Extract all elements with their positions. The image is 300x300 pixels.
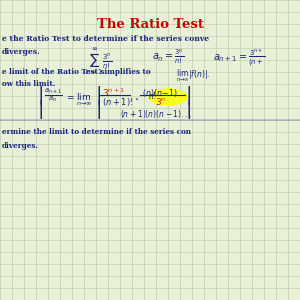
Text: |: |	[96, 86, 103, 105]
Text: |: |	[38, 86, 44, 105]
Text: $\sum_{n=1}^{\infty} \frac{3^n}{n!}$: $\sum_{n=1}^{\infty} \frac{3^n}{n!}$	[85, 47, 112, 78]
Text: $\frac{a_{n+1}}{a_n}$: $\frac{a_{n+1}}{a_n}$	[44, 86, 62, 104]
Text: |: |	[186, 86, 193, 105]
Text: diverges.: diverges.	[2, 142, 39, 150]
Text: |: |	[38, 100, 44, 119]
Text: $3^n$: $3^n$	[155, 96, 166, 107]
Text: $(n+1)(n)(n-1)...$: $(n+1)(n)(n-1)...$	[120, 108, 192, 120]
Text: $a_{n+1} = \frac{3^{n+}}{(n+}$: $a_{n+1} = \frac{3^{n+}}{(n+}$	[213, 47, 266, 68]
Text: The Ratio Test: The Ratio Test	[97, 18, 203, 31]
Text: $(n)(n\!-\!1)\!...$: $(n)(n\!-\!1)\!...$	[142, 87, 188, 99]
Text: $n!$: $n!$	[148, 90, 157, 101]
Text: $\lim_{n \to \infty}|f(n)|.$: $\lim_{n \to \infty}|f(n)|.$	[176, 68, 211, 84]
Text: e the Ratio Test to determine if the series conve: e the Ratio Test to determine if the ser…	[2, 35, 209, 43]
Text: |: |	[186, 100, 193, 119]
Text: $a_n = \frac{3^n}{n!}$: $a_n = \frac{3^n}{n!}$	[152, 47, 185, 66]
Text: diverges.: diverges.	[2, 48, 41, 56]
Text: ow this limit.: ow this limit.	[2, 80, 55, 88]
Text: $= \lim_{n \to \infty}$: $= \lim_{n \to \infty}$	[65, 92, 92, 108]
Text: $(n+1)!$: $(n+1)!$	[102, 96, 134, 108]
Text: |: |	[96, 100, 103, 119]
Text: $3^{n+1}$: $3^{n+1}$	[102, 87, 125, 99]
Text: $\cdot$: $\cdot$	[134, 92, 139, 105]
Ellipse shape	[149, 89, 187, 105]
Text: e limit of the Ratio Test simplifies to: e limit of the Ratio Test simplifies to	[2, 68, 151, 76]
Text: ermine the limit to determine if the series con: ermine the limit to determine if the ser…	[2, 128, 191, 136]
